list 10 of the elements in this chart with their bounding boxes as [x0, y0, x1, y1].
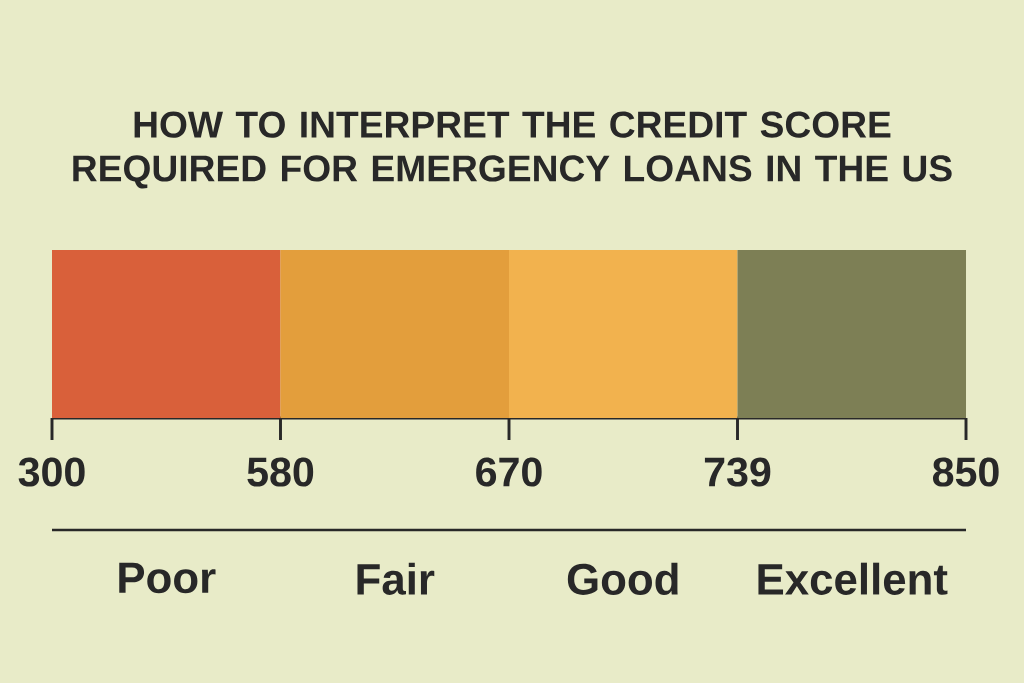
text: 580: [247, 457, 314, 487]
x-tick-label: Fair: [357, 562, 435, 595]
x-tick-label: Good: [567, 562, 678, 595]
text: 850: [932, 457, 999, 487]
text: 739: [704, 457, 771, 487]
text: 670: [476, 457, 542, 487]
chart-title: HOW TO INTERPRET THE CREDIT SCORE REQUIRED FOR EMERGENCY LOANS IN THE US: [73, 111, 952, 189]
x-tick-label: Poor: [119, 562, 216, 594]
x-tick-label: Excellent: [758, 562, 948, 595]
text: 300: [18, 457, 85, 487]
